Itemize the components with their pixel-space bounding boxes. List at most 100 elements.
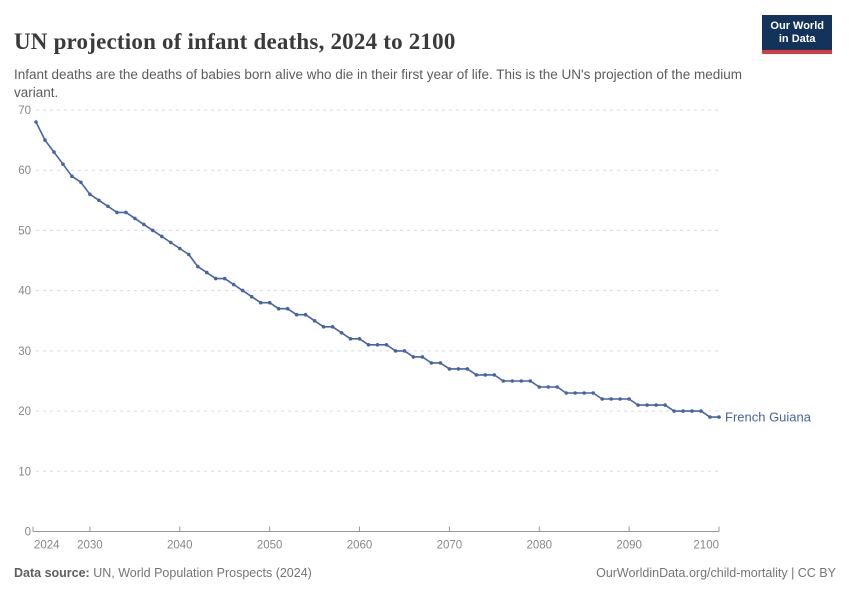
data-point [465,367,470,371]
data-point [222,276,227,281]
data-point [357,337,362,341]
chart-subtitle: Infant deaths are the deaths of babies b… [14,66,742,100]
data-point [231,282,236,287]
data-point [573,391,577,395]
data-point [303,312,308,317]
data-point [699,409,703,413]
owid-logo: Our World in Data [762,15,832,54]
x-tick-label: 2030 [77,540,103,552]
data-point [627,397,631,401]
chart-footer: Data source: UN, World Population Prospe… [14,566,836,580]
x-tick-label: 2040 [167,540,193,552]
y-tick-label: 0 [25,527,31,539]
data-point [654,403,658,407]
data-point [591,391,595,395]
data-point [474,373,479,377]
data-point [456,367,461,371]
data-point [142,222,146,227]
data-point [178,246,182,251]
data-point [43,138,47,142]
x-tick-label: 2024 [34,540,60,552]
series-line[interactable] [35,121,719,418]
series-label-french-guiana: French Guiana [725,410,812,425]
data-point [690,409,694,413]
y-tick-label: 40 [18,286,31,298]
data-point [618,397,622,401]
y-tick-label: 50 [18,225,31,237]
data-point [151,228,155,233]
data-point [537,385,542,389]
data-point [636,403,640,407]
data-point [429,361,434,365]
x-tick-label: 2050 [257,540,283,552]
data-point [249,294,254,299]
data-point [681,409,685,413]
data-point [97,198,101,203]
data-point [717,415,721,419]
data-point [672,409,676,413]
data-point [348,337,353,341]
data-point [510,379,515,383]
data-point [330,325,335,329]
series-french-guiana[interactable]: French Guiana [34,120,812,425]
data-point [240,288,245,293]
data-point [438,361,443,365]
data-point [492,373,497,377]
data-point [187,252,191,257]
x-tick-label: 2070 [437,540,463,552]
x-tick-label: 2100 [693,540,719,552]
data-point [213,276,218,281]
data-point [79,180,83,185]
data-point [133,216,137,221]
data-point [160,234,164,239]
x-tick-label: 2060 [347,540,373,552]
page-title: UN projection of infant deaths, 2024 to … [14,29,456,55]
data-point [115,210,119,215]
owid-logo-line2: in Data [778,33,816,45]
data-point [258,300,263,305]
data-point [555,385,559,389]
data-point [447,367,452,371]
data-point [402,349,407,353]
data-point [124,210,128,215]
data-point [52,150,56,154]
data-point [483,373,488,377]
data-point [582,391,586,395]
data-point [519,379,524,383]
y-tick-label: 10 [18,466,31,478]
y-tick-label: 30 [18,346,31,358]
y-tick-label: 70 [18,105,31,117]
data-point [546,385,551,389]
data-point [169,240,173,245]
data-point [663,403,667,407]
data-point [708,415,712,419]
data-point [645,403,649,407]
data-point [312,319,317,323]
data-point [339,331,344,335]
x-tick-label: 2080 [526,540,552,552]
data-point [384,343,389,347]
data-point [285,306,290,311]
data-point [366,343,371,347]
series-points [34,120,721,419]
data-point [375,343,380,347]
data-point [88,192,92,197]
gridlines: 0 10 20 30 40 50 60 70 [18,105,719,539]
owid-logo-line1: Our World [770,20,824,32]
data-point [267,300,272,305]
data-point [70,174,74,178]
data-point [528,379,533,383]
data-point [600,397,604,401]
credit-link[interactable]: OurWorldinData.org/child-mortality | CC … [596,566,836,580]
data-point [276,306,281,311]
data-point [61,162,65,166]
data-point [205,270,209,275]
y-tick-label: 60 [18,165,31,177]
data-point [609,397,613,401]
data-point [196,264,200,269]
x-tick-label: 2090 [616,540,642,552]
data-point [411,355,416,359]
data-source-text: UN, World Population Prospects (2024) [89,566,312,580]
